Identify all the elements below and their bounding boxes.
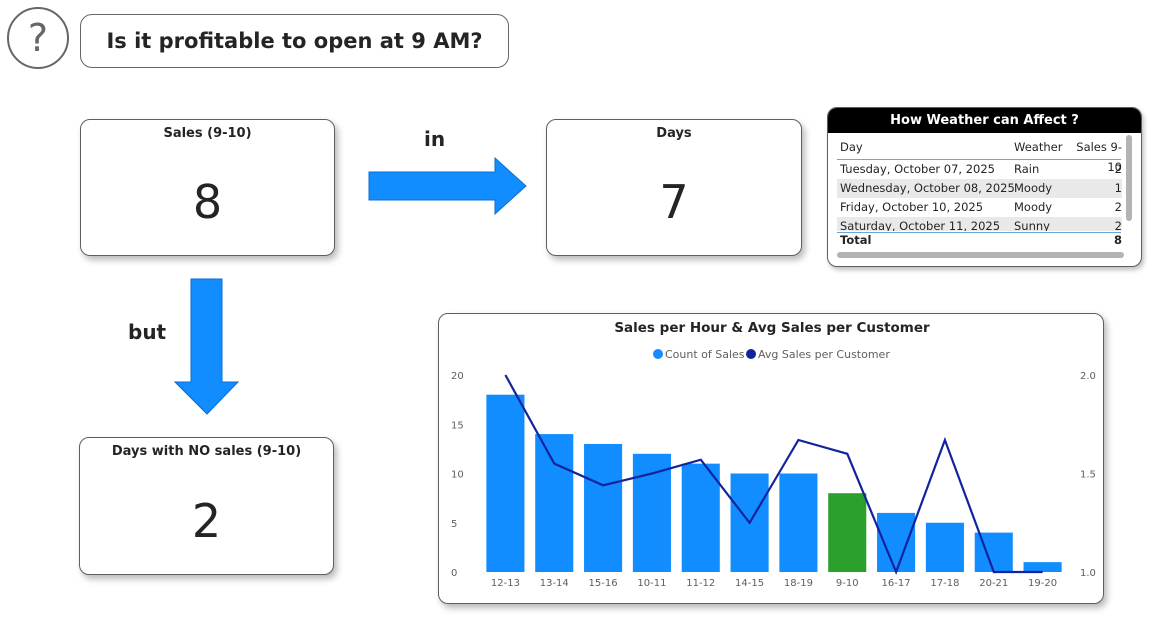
kpi-title: Days with NO sales (9-10) bbox=[111, 444, 302, 459]
legend-marker-avg-sales bbox=[746, 349, 756, 359]
arrow-down-icon bbox=[174, 278, 240, 415]
weather-table-title: How Weather can Affect ? bbox=[828, 108, 1141, 133]
total-spacer bbox=[1014, 232, 1070, 249]
x-tick-label: 12-13 bbox=[491, 578, 520, 589]
cell-day: Wednesday, October 08, 2025 bbox=[840, 181, 1014, 195]
table-row[interactable]: Tuesday, October 07, 2025 Rain 2 bbox=[837, 160, 1122, 179]
y-right-tick-label: 1.5 bbox=[1080, 470, 1096, 481]
page-question-title: Is it profitable to open at 9 AM? bbox=[80, 14, 509, 68]
kpi-card-no-sales-days[interactable]: Days with NO sales (9-10) 2 bbox=[79, 437, 334, 575]
y-left-tick-label: 20 bbox=[451, 371, 464, 382]
y-left-tick-label: 15 bbox=[451, 420, 464, 431]
kpi-value: 7 bbox=[659, 175, 689, 229]
connector-label-in: in bbox=[424, 127, 446, 151]
cell-day: Tuesday, October 07, 2025 bbox=[840, 162, 995, 176]
y-right-tick-label: 1.0 bbox=[1080, 568, 1096, 579]
sales-per-hour-chart-card[interactable]: Sales per Hour & Avg Sales per Customer … bbox=[438, 313, 1104, 604]
table-row[interactable]: Friday, October 10, 2025 Moody 2 bbox=[837, 198, 1122, 217]
horizontal-scrollbar[interactable] bbox=[837, 252, 1124, 258]
legend-marker-count-of-sales bbox=[653, 349, 663, 359]
kpi-value: 2 bbox=[191, 494, 222, 548]
kpi-title: Sales (9-10) bbox=[163, 126, 252, 141]
cell-weather: Rain bbox=[1014, 162, 1040, 176]
bar-15-16[interactable] bbox=[584, 443, 623, 572]
bar-series bbox=[486, 394, 1062, 573]
bar-19-20[interactable] bbox=[1023, 562, 1062, 572]
x-tick-label: 10-11 bbox=[637, 578, 666, 589]
combo-chart: Sales per Hour & Avg Sales per Customer … bbox=[451, 320, 1096, 589]
x-tick-label: 18-19 bbox=[784, 578, 813, 589]
chart-legend: Count of Sales Avg Sales per Customer bbox=[653, 348, 890, 361]
total-label: Total bbox=[840, 233, 872, 247]
help-circle-icon[interactable]: ? bbox=[7, 7, 69, 69]
x-tick-label: 13-14 bbox=[540, 578, 569, 589]
total-value: 8 bbox=[1113, 233, 1122, 247]
cell-sales: 2 bbox=[1114, 162, 1122, 176]
cell-day: Friday, October 10, 2025 bbox=[840, 200, 984, 214]
x-axis: 12-13 13-14 15-16 10-11 11-12 14-15 18-19 9-10 1… bbox=[491, 578, 1057, 589]
x-tick-label: 20-21 bbox=[979, 578, 1008, 589]
cell-weather: Moody bbox=[1014, 200, 1053, 214]
cell-sales: 2 bbox=[1114, 200, 1122, 214]
bar-12-13[interactable] bbox=[486, 394, 525, 572]
question-mark-glyph: ? bbox=[27, 16, 49, 60]
cell-day: Saturday, October 11, 2025 bbox=[840, 219, 1001, 231]
column-header-day[interactable]: Day bbox=[840, 140, 863, 154]
y-right-tick-label: 2.0 bbox=[1080, 371, 1096, 382]
table-row[interactable]: Saturday, October 11, 2025 Sunny 2 bbox=[837, 217, 1122, 231]
x-tick-label: 11-12 bbox=[686, 578, 715, 589]
kpi-value: 8 bbox=[192, 175, 223, 229]
bar-9-10[interactable] bbox=[828, 493, 867, 572]
bar-11-12[interactable] bbox=[681, 463, 720, 572]
chart-title: Sales per Hour & Avg Sales per Customer bbox=[614, 320, 930, 336]
kpi-card-sales-9-10[interactable]: Sales (9-10) 8 bbox=[80, 119, 335, 256]
x-tick-label: 16-17 bbox=[882, 578, 911, 589]
kpi-card-days[interactable]: Days 7 bbox=[546, 119, 802, 256]
legend-label-avg-sales[interactable]: Avg Sales per Customer bbox=[758, 348, 890, 361]
total-divider bbox=[837, 232, 1121, 233]
column-header-weather[interactable]: Weather bbox=[1014, 140, 1063, 154]
bar-17-18[interactable] bbox=[925, 522, 964, 572]
x-tick-label: 9-10 bbox=[836, 578, 859, 589]
question-text: Is it profitable to open at 9 AM? bbox=[106, 29, 483, 53]
cell-weather: Moody bbox=[1014, 181, 1053, 195]
legend-label-count-of-sales[interactable]: Count of Sales bbox=[665, 348, 745, 361]
table-row[interactable]: Wednesday, October 08, 2025 Moody 1 bbox=[837, 179, 1122, 198]
avg-sales-line bbox=[504, 374, 1043, 576]
arrow-right-icon bbox=[368, 157, 527, 216]
arrow-down-shape bbox=[174, 278, 240, 415]
cell-sales: 1 bbox=[1114, 181, 1122, 195]
kpi-title: Days bbox=[656, 126, 692, 141]
connector-label-but: but bbox=[128, 320, 167, 344]
y-left-tick-label: 5 bbox=[451, 519, 457, 530]
weather-table-card[interactable]: How Weather can Affect ? Day Weather Sal… bbox=[827, 107, 1142, 267]
cell-sales: 2 bbox=[1114, 219, 1122, 231]
x-tick-label: 17-18 bbox=[930, 578, 959, 589]
weather-table-header: Day Weather Sales 9-10 bbox=[837, 137, 1122, 174]
arrow-right-shape bbox=[368, 157, 527, 216]
header-divider bbox=[837, 159, 1121, 160]
bar-18-19[interactable] bbox=[779, 473, 818, 573]
x-tick-label: 15-16 bbox=[589, 578, 618, 589]
x-tick-label: 14-15 bbox=[735, 578, 764, 589]
weather-table-body: Tuesday, October 07, 2025 Rain 2 Wednesd… bbox=[837, 160, 1122, 231]
column-header-sales[interactable]: Sales 9-10 bbox=[1076, 140, 1122, 174]
x-tick-label: 19-20 bbox=[1028, 578, 1057, 589]
weather-table-total-row: Total 8 bbox=[837, 232, 1122, 249]
bar-10-11[interactable] bbox=[632, 453, 671, 572]
bar-13-14[interactable] bbox=[535, 434, 574, 572]
y-axis-left: 0 5 10 15 20 bbox=[451, 371, 464, 579]
vertical-scrollbar[interactable] bbox=[1126, 135, 1132, 221]
y-axis-right: 1.0 1.5 2.0 bbox=[1080, 371, 1096, 579]
cell-weather: Sunny bbox=[1014, 219, 1050, 231]
y-left-tick-label: 10 bbox=[451, 470, 464, 481]
y-left-tick-label: 0 bbox=[451, 568, 457, 579]
